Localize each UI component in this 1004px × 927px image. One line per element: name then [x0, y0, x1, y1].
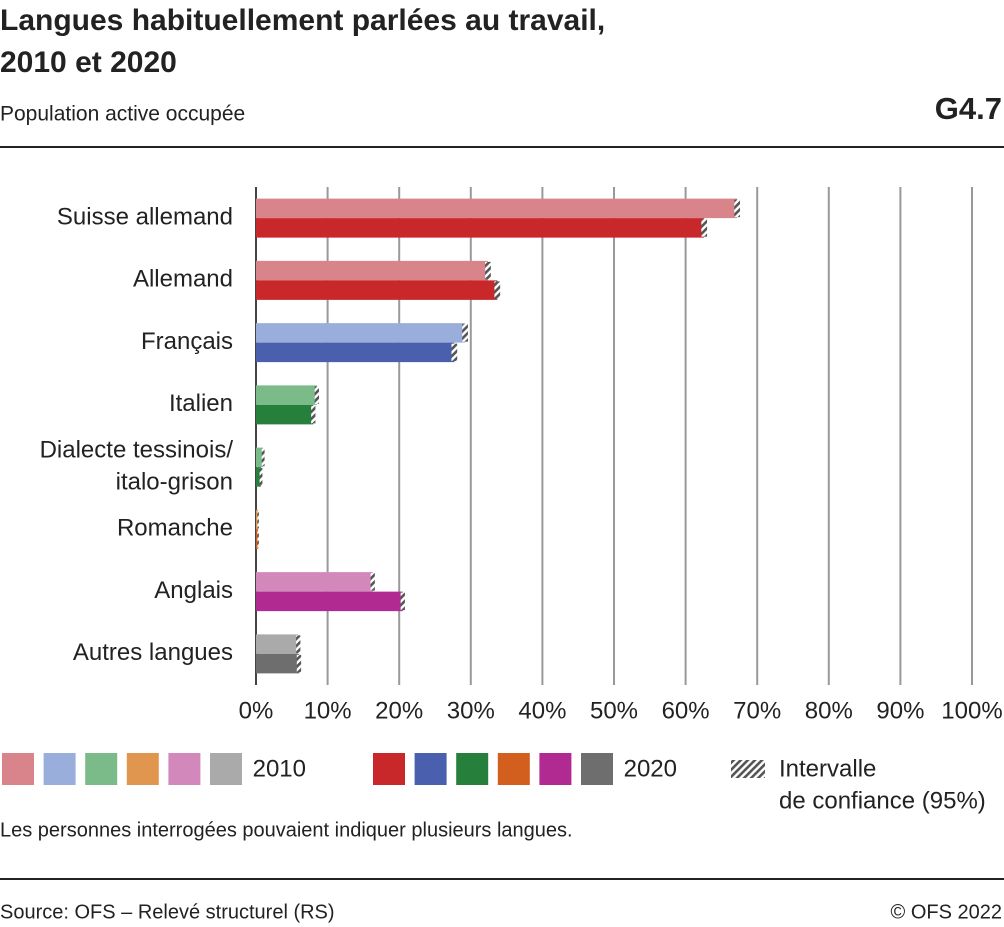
x-tick-label: 90% [876, 697, 924, 724]
error-band [451, 343, 458, 362]
x-tick-label: 40% [518, 697, 566, 724]
legend-swatch [43, 753, 76, 785]
error-band [462, 324, 468, 342]
bar [256, 280, 498, 300]
error-band [257, 530, 259, 548]
error-band [296, 635, 301, 653]
legend-label: Intervalle [779, 755, 876, 782]
legend-swatch [168, 753, 201, 785]
y-tick-label: Romanche [117, 515, 233, 542]
x-tick-label: 30% [447, 697, 495, 724]
legend-swatch [581, 753, 613, 785]
error-band [400, 592, 405, 611]
legend-swatch [497, 753, 530, 785]
bar [256, 572, 373, 592]
subtitle: Population active occupée [0, 103, 245, 126]
error-band [259, 468, 263, 486]
y-tick-label: Dialecte tessinois/ [40, 436, 234, 463]
x-tick-label: 60% [662, 697, 710, 724]
y-tick-label: Autres langues [73, 639, 233, 666]
bar [256, 509, 259, 530]
error-band [311, 405, 316, 424]
error-band [701, 219, 708, 237]
copyright: © OFS 2022 [891, 901, 1002, 923]
legend-swatch [85, 753, 118, 785]
legend-label: 2010 [253, 755, 306, 782]
bar [256, 404, 314, 425]
x-tick-label: 50% [590, 697, 638, 724]
legend-swatch [456, 753, 489, 785]
y-tick-label: Allemand [133, 266, 233, 293]
chart-id: G4.7 [935, 91, 1002, 126]
error-band [296, 654, 302, 673]
legend-swatch [539, 753, 572, 785]
error-band [257, 510, 259, 529]
x-tick-label: 10% [304, 697, 352, 724]
error-band [485, 261, 491, 280]
y-tick-label: Suisse allemand [57, 203, 233, 230]
legend-label: de confiance (95%) [779, 787, 986, 814]
bar [256, 634, 299, 654]
legend-label: 2020 [624, 755, 677, 782]
x-tick-label: 20% [375, 697, 423, 724]
error-band [494, 281, 501, 299]
error-band [261, 448, 265, 467]
error-band [734, 199, 741, 218]
legend-swatch [126, 753, 159, 785]
bar [256, 467, 262, 487]
y-tick-label: Italien [169, 390, 233, 417]
y-tick-label: Français [141, 328, 233, 355]
y-tick-label: Anglais [154, 577, 233, 604]
chart-title: Langues habituellement parlées au travai… [0, 4, 605, 37]
legend-swatch [373, 753, 405, 785]
legend-swatch [414, 753, 447, 785]
bar [256, 218, 705, 238]
error-band [314, 386, 320, 404]
chart-title: 2010 et 2020 [0, 46, 177, 79]
source: Source: OFS – Relevé structurel (RS) [0, 901, 335, 923]
bar [256, 342, 455, 363]
legend-swatch [210, 753, 242, 785]
legend-swatch [731, 760, 765, 778]
bar [256, 260, 488, 281]
bar [256, 529, 259, 549]
x-tick-label: 80% [805, 697, 853, 724]
bar [256, 323, 466, 343]
x-tick-label: 100% [941, 697, 1002, 724]
note: Les personnes interrogées pouvaient indi… [0, 819, 573, 841]
bar [256, 447, 264, 468]
bar [256, 653, 299, 674]
y-tick-label: italo-grison [116, 468, 233, 495]
x-tick-label: 0% [239, 697, 274, 724]
x-tick-label: 70% [733, 697, 781, 724]
error-band [370, 573, 375, 591]
legend-swatch [2, 753, 34, 785]
bar [256, 591, 403, 612]
bar [256, 198, 738, 219]
bar [256, 385, 317, 405]
